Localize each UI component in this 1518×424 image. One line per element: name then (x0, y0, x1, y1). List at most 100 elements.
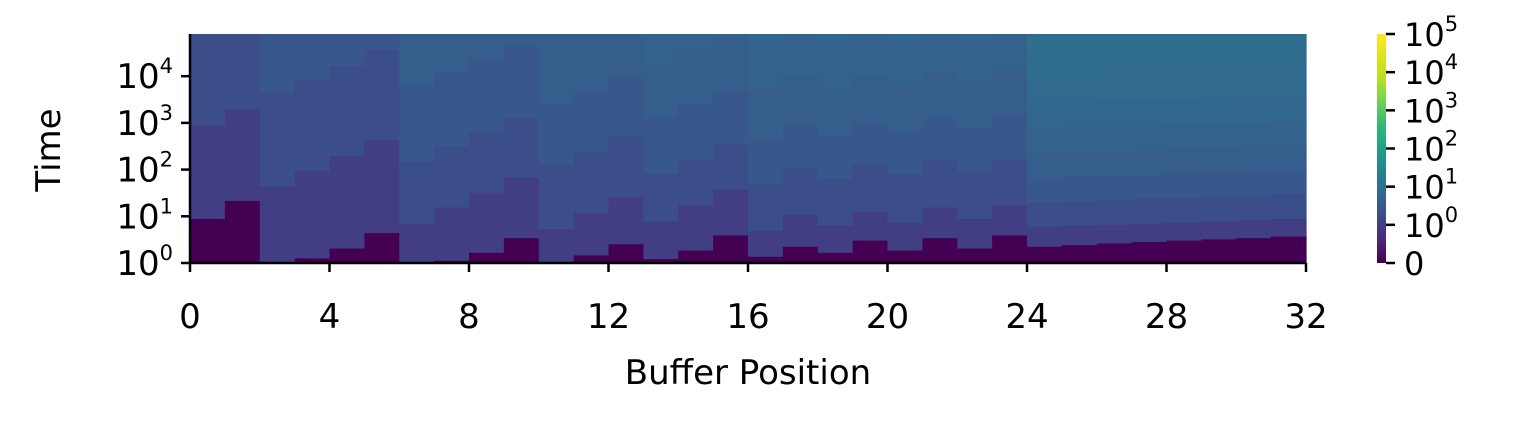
heatmap-cell (1061, 225, 1098, 246)
heatmap-cell (1096, 150, 1133, 177)
colorbar-tick-label: 105 (1404, 12, 1458, 54)
heatmap-cell (922, 206, 958, 239)
heatmap-cell (434, 206, 470, 261)
heatmap-cell (1201, 72, 1237, 99)
heatmap-cell (1096, 125, 1133, 151)
heatmap-cell (1236, 45, 1272, 73)
heatmap-cell (992, 158, 1028, 205)
heatmap-cell (469, 192, 505, 253)
heatmap-cell (573, 212, 610, 256)
heatmap-cell (608, 243, 644, 264)
x-tick-label: 8 (458, 297, 480, 337)
heatmap-cell (503, 34, 540, 47)
heatmap-cell (678, 158, 714, 205)
heatmap-cell (782, 246, 819, 264)
heatmap-cell (992, 234, 1028, 264)
heatmap-cell (329, 34, 365, 67)
heatmap-cell (713, 36, 749, 91)
heatmap-cell (748, 139, 784, 185)
heatmap-cell (364, 34, 400, 50)
heatmap-cell (399, 161, 435, 225)
heatmap-cell (1271, 70, 1307, 97)
heatmap-cell (678, 204, 714, 251)
x-tick-label: 12 (587, 297, 630, 337)
heatmap-cell (1201, 34, 1237, 48)
heatmap-cell (1131, 174, 1168, 199)
heatmap-cell (817, 136, 854, 179)
x-tick-label: 24 (1005, 297, 1048, 337)
heatmap-cell (399, 34, 435, 87)
x-tick-label: 32 (1284, 297, 1327, 337)
heatmap-cell (1131, 34, 1168, 50)
heatmap-cell (1236, 237, 1272, 264)
heatmap-cell (434, 34, 470, 73)
heatmap-cell (503, 117, 540, 179)
heatmap-cell (817, 225, 854, 253)
heatmap-cell (1271, 95, 1307, 122)
heatmap-cell (538, 104, 575, 165)
heatmap-cell (992, 114, 1028, 160)
colorbar (1377, 34, 1386, 263)
heatmap-cell (1166, 123, 1202, 149)
heatmap-cell (678, 249, 714, 264)
heatmap-cell (469, 58, 505, 133)
heatmap-cell (1061, 151, 1098, 178)
heatmap-cell (1166, 221, 1202, 241)
heatmap-cell (748, 256, 784, 264)
heatmap-cell (1271, 169, 1307, 194)
heatmap-cell (294, 79, 331, 172)
heatmap-cell (748, 88, 784, 140)
heatmap-cell (643, 62, 679, 119)
heatmap-cell (1061, 76, 1098, 102)
heatmap-cell (1061, 126, 1098, 153)
heatmap-cell (224, 108, 261, 201)
heatmap-cell (1096, 175, 1133, 200)
heatmap-cell (887, 222, 923, 251)
heatmap-cell (782, 167, 819, 215)
heatmap-cell (748, 230, 784, 257)
heatmap-cell (538, 228, 575, 263)
y-tick-label: 104 (116, 54, 173, 97)
heatmap-cell (1027, 178, 1063, 203)
x-axis-title: Buffer Position (625, 353, 871, 393)
heatmap-cell (1061, 200, 1098, 226)
heatmap-cell (748, 39, 784, 89)
heatmap-cell (1131, 241, 1168, 264)
heatmap-cell (887, 131, 923, 175)
heatmap-cell (992, 34, 1028, 70)
heatmap-cell (190, 218, 226, 264)
heatmap-cell (1027, 226, 1063, 247)
heatmap-cell (1166, 73, 1202, 99)
heatmap-cell (1061, 50, 1098, 77)
heatmap-cell (957, 171, 993, 220)
y-axis-title: Time (29, 108, 69, 192)
heatmap-cell (1236, 146, 1272, 172)
heatmap-cell (259, 185, 296, 263)
heatmap-cell (1201, 146, 1237, 173)
heatmap-cell (1166, 34, 1202, 49)
heatmap-cell (1061, 101, 1098, 128)
heatmap-cell (469, 34, 505, 60)
heatmap-cell (1131, 222, 1168, 243)
heatmap-cell (503, 237, 540, 264)
x-tick-label: 28 (1145, 297, 1188, 337)
heatmap-cell (1027, 102, 1063, 129)
heatmap-cell (678, 49, 714, 105)
heatmap-cell (992, 69, 1028, 116)
heatmap-cell (608, 76, 644, 137)
heatmap-cell (852, 34, 889, 77)
heatmap-cell (1236, 122, 1272, 147)
heatmap-cell (1096, 75, 1133, 101)
heatmap-cell (817, 90, 854, 138)
heatmap-cell (1131, 99, 1168, 126)
heatmap-cell (817, 178, 854, 226)
heatmap-cell (782, 214, 819, 247)
heatmap-cell (957, 127, 993, 173)
heatmap-cell (1027, 127, 1063, 154)
heatmap-cell (1096, 224, 1133, 244)
heatmap-cell (1096, 34, 1133, 51)
heatmap-cell (573, 34, 610, 91)
heatmap-cell (922, 160, 958, 208)
